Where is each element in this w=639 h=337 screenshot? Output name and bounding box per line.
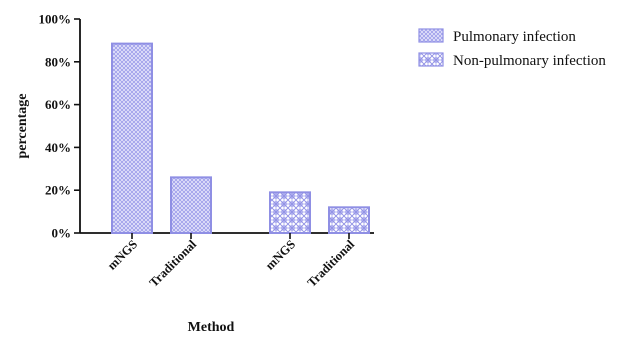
y-tick-label: 80% — [45, 54, 71, 69]
legend-swatch-pulmonary — [418, 28, 444, 43]
y-tick-label: 0% — [52, 226, 72, 241]
y-tick-label: 20% — [45, 183, 71, 198]
bar-pulmonary-traditional — [170, 176, 212, 234]
x-tick-label: Traditional — [147, 237, 200, 290]
x-axis-title: Method — [188, 320, 235, 335]
y-axis-ticks: 0% 20% 40% 60% 80% 100% — [39, 12, 80, 241]
x-tick-label: Traditional — [305, 237, 358, 290]
x-tick-label: mNGS — [105, 237, 140, 272]
bar-non-pulmonary-traditional — [328, 206, 370, 235]
y-tick-label: 60% — [45, 97, 71, 112]
y-tick-label: 100% — [39, 12, 72, 27]
x-tick-label: mNGS — [263, 237, 298, 272]
bars — [111, 42, 370, 235]
legend-label-non-pulmonary: Non-pulmonary infection — [453, 53, 606, 69]
legend-label-pulmonary: Pulmonary infection — [453, 29, 576, 45]
x-axis-ticks: mNGS Traditional mNGS Traditional — [105, 233, 358, 290]
bar-non-pulmonary-mngs — [269, 191, 311, 234]
y-axis-title: percentage — [15, 93, 30, 158]
bar-pulmonary-mngs — [111, 42, 153, 234]
legend: Pulmonary infection Non-pulmonary infect… — [418, 28, 606, 69]
legend-swatch-non-pulmonary — [418, 52, 444, 67]
y-tick-label: 40% — [45, 140, 71, 155]
